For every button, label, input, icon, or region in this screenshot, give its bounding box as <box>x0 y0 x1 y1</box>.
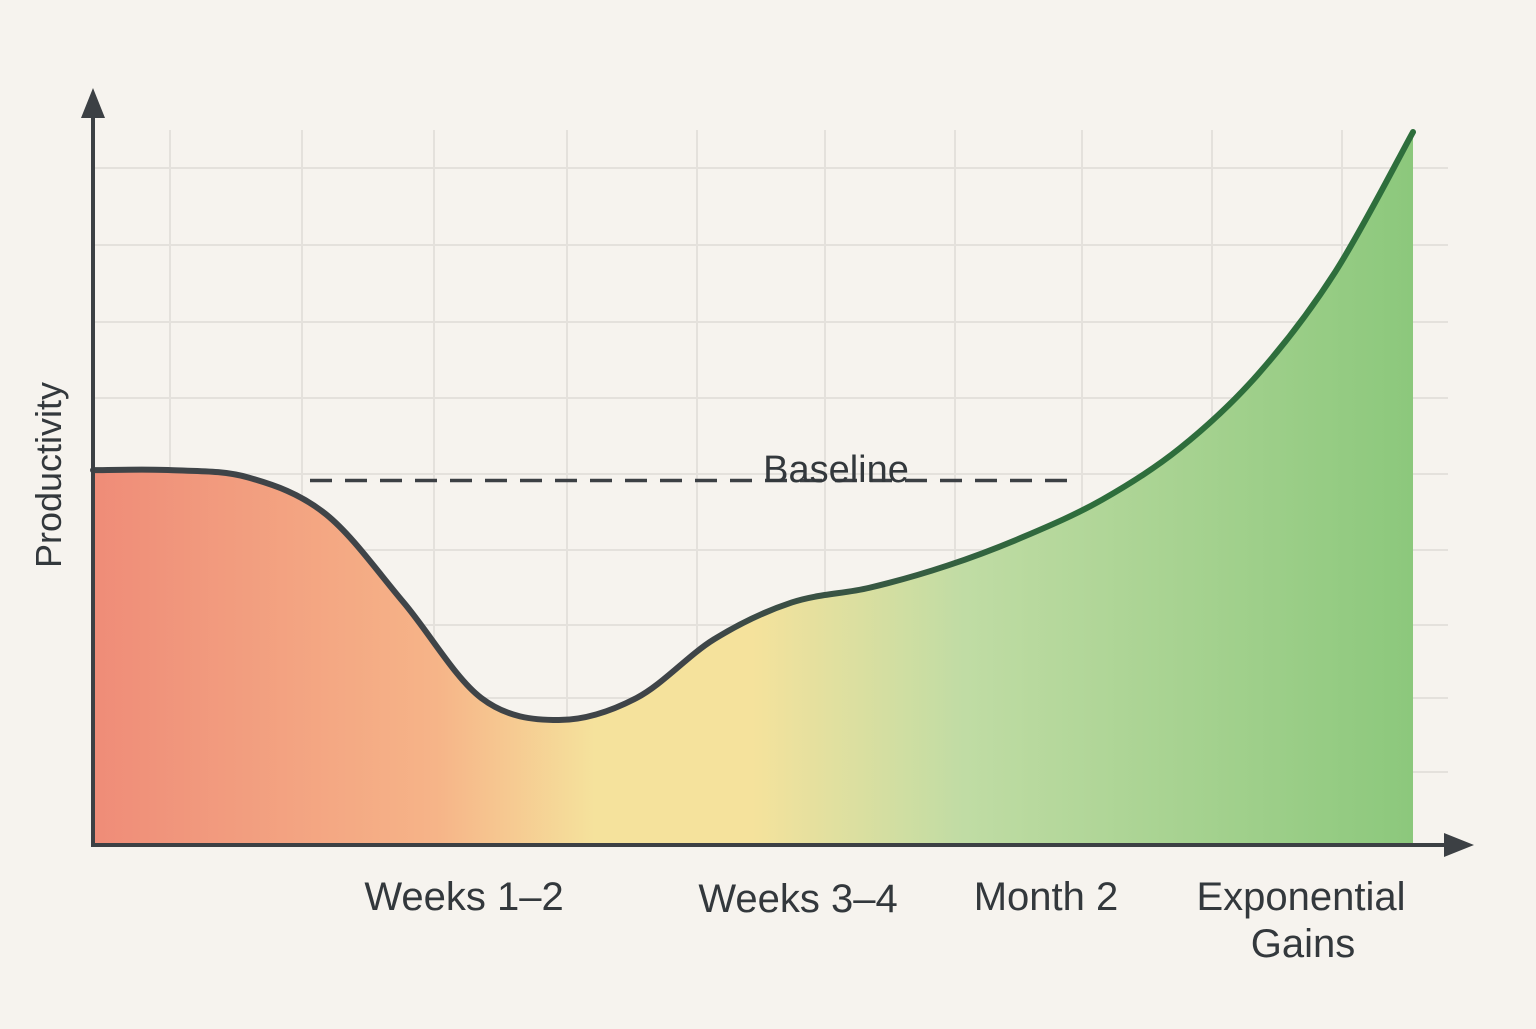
x-tick-label-weeks-3-4: Weeks 3–4 <box>698 877 897 921</box>
baseline-label: Baseline <box>763 449 909 491</box>
x-tick-label-month-2: Month 2 <box>974 875 1119 919</box>
x-tick-label-exponential-gains: Exponential Gains <box>1196 875 1405 966</box>
productivity-curve <box>90 129 1416 724</box>
x-tick-labels: Weeks 1–2 Weeks 3–4 Month 2 Exponential G… <box>364 875 1405 966</box>
axes <box>81 88 1474 857</box>
y-axis-label: Productivity <box>28 382 69 568</box>
y-axis-arrow-icon <box>81 88 105 118</box>
x-axis-arrow-icon <box>1444 833 1474 857</box>
productivity-area <box>93 132 1413 846</box>
x-tick-label-weeks-1-2: Weeks 1–2 <box>364 875 563 919</box>
